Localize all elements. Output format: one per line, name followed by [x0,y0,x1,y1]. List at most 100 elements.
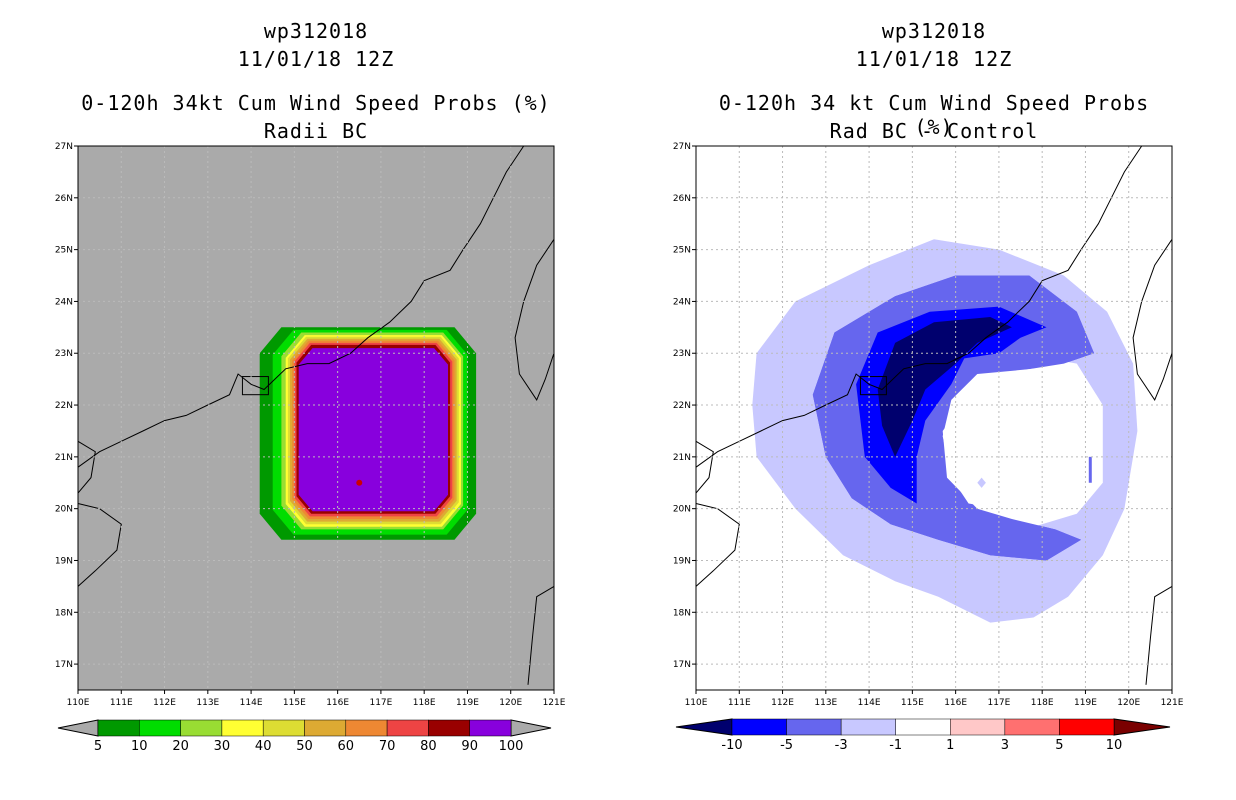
x-tick-label: 120E [1117,698,1140,708]
coastline-hainan [77,503,122,587]
colorbar-label: 100 [499,739,524,754]
x-tick-label: 117E [369,698,392,708]
x-tick-label: 121E [1161,698,1184,708]
colorbar-low-arrow [675,718,733,736]
x-tick-label: 114E [240,698,263,708]
coastline-leizhou [695,440,714,494]
colorbar-label: 10 [131,739,148,754]
colorbar-label: 40 [255,739,272,754]
x-tick-label: 115E [283,698,306,708]
plot-frame [695,145,1173,691]
x-tick-label: 112E [153,698,176,708]
coastline-hainan [695,503,740,587]
y-tick-label: 23N [673,349,691,359]
gridlines [78,146,554,690]
colorbar-swatch [469,719,512,737]
hong-kong-box [241,376,269,396]
y-tick-label: 24N [55,297,73,307]
panel2-storm-id: wp312018 [881,19,987,43]
x-tick-label: 117E [987,698,1010,708]
colorbar-diff: -10 -5 -3 -1 1 3 5 10 [675,718,1171,753]
diff-contour [877,317,1012,457]
colorbar-swatch [345,719,388,737]
colorbar-label: -3 [835,738,848,753]
panel1-subtitle: Radii BC [263,119,369,143]
colorbar-high-arrow [510,719,552,737]
colorbar-swatch [97,719,140,737]
colorbar-swatch [428,719,470,737]
y-tick-label: 22N [673,401,691,411]
colorbar-label: 5 [94,739,102,754]
colorbar-label: 10 [1106,738,1123,753]
storm-center-marker [356,479,363,486]
y-tick-label: 17N [55,660,73,670]
y-tick-label: 20N [55,505,73,515]
x-tick-label: 111E [728,698,751,708]
y-tick-label: 19N [55,556,73,566]
x-tick-label: 110E [685,698,708,708]
colorbar-label: -5 [780,738,793,753]
colorbar-swatch [1004,718,1060,736]
y-tick-label: 23N [55,349,73,359]
colorbar-swatch [895,718,951,736]
y-tick-label: 27N [673,142,691,152]
x-tick-label: 111E [110,698,133,708]
y-tick-label: 26N [55,194,73,204]
colorbar-swatch [731,718,787,736]
x-tick-label: 116E [326,698,349,708]
panel1-date: 11/01/18 12Z [237,47,395,71]
panel1-title: 0-120h 34kt Cum Wind Speed Probs (%) [81,91,551,115]
x-tick-label: 112E [771,698,794,708]
colorbar-swatch [304,719,347,737]
diff-sliver-contour [1088,456,1092,483]
colorbar-label: 80 [420,739,437,754]
x-tick-label: 113E [196,698,219,708]
y-tick-label: 25N [55,246,73,256]
colorbar-swatch [139,719,181,737]
coastline-leizhou [77,440,96,494]
coastline-taiwan [514,239,555,401]
coastline-taiwan [1132,239,1173,401]
diff-neutral-core [942,368,1090,512]
gridlines [696,146,1172,690]
panel-1-plot: 110E 111E 112E 113E 114E 115E 116E 117E 118E 119E… [55,142,566,708]
colorbar-label: 60 [338,739,355,754]
x-tick-label: 121E [543,698,566,708]
y-tick-label: 26N [673,194,691,204]
y-tick-label: 17N [673,660,691,670]
prob-contour-100 [300,350,446,509]
coastline-luzon [527,585,555,685]
y-tick-label: 19N [673,556,691,566]
colorbar-label: 30 [214,739,231,754]
panel1-storm-id: wp312018 [263,19,369,43]
diff-small-contour [977,477,986,488]
x-tick-label: 119E [456,698,479,708]
colorbar-label: 3 [1001,738,1009,753]
panel-2-plot: 110E 111E 112E 113E 114E 115E 116E 117E 118E 119E… [673,142,1184,708]
y-tick-label: 18N [55,608,73,618]
colorbar-label: 90 [461,739,478,754]
x-tick-label: 118E [1031,698,1054,708]
colorbar-label: -10 [721,738,742,753]
panel2-date: 11/01/18 12Z [855,47,1013,71]
colorbar-swatch [1059,718,1115,736]
x-tick-label: 118E [413,698,436,708]
x-tick-label: 120E [499,698,522,708]
panel2-title: 0-120h 34 kt Cum Wind Speed Probs (%) [718,91,1150,139]
colorbar-swatch [180,719,223,737]
y-tick-label: 20N [673,505,691,515]
panel2-subtitle: Rad BC - Control [829,119,1039,143]
x-tick-label: 113E [814,698,837,708]
colorbar-label: 1 [946,738,954,753]
colorbar-swatch [386,719,429,737]
x-tick-label: 119E [1074,698,1097,708]
x-tick-label: 114E [858,698,881,708]
y-tick-label: 25N [673,246,691,256]
x-tick-label: 116E [944,698,967,708]
y-tick-label: 22N [55,401,73,411]
y-tick-label: 18N [673,608,691,618]
colorbar-label: 5 [1055,738,1063,753]
colorbar-swatch [840,718,896,736]
colorbar-low-arrow [57,719,99,737]
colorbar-label: -1 [889,738,902,753]
